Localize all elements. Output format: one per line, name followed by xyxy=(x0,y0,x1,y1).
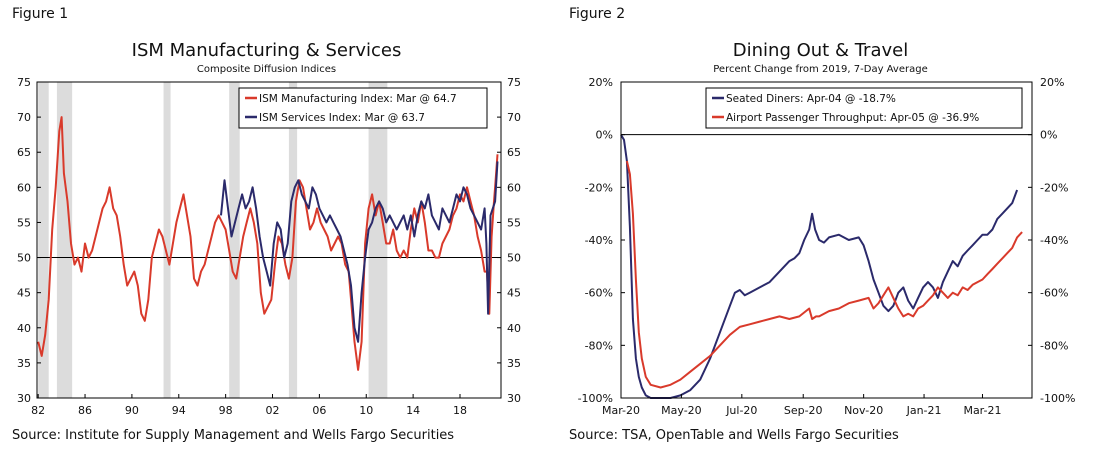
source-note: Source: TSA, OpenTable and Wells Fargo S… xyxy=(569,428,899,443)
source-note: Source: Institute for Supply Management … xyxy=(12,428,455,443)
recession-band xyxy=(56,82,73,398)
x-tick-label: 82 xyxy=(31,404,45,417)
legend-box xyxy=(238,87,488,129)
x-tick-label: Jan-21 xyxy=(906,404,942,417)
y-tick-label-right: 70 xyxy=(507,111,521,124)
x-tick-label: 94 xyxy=(172,404,186,417)
x-tick-label: 98 xyxy=(219,404,233,417)
y-tick-label-left: -60% xyxy=(585,287,613,300)
x-tick-label: 90 xyxy=(125,404,139,417)
series-line-1 xyxy=(625,160,1023,389)
y-tick-label-left: -80% xyxy=(585,339,613,352)
y-tick-label-right: 30 xyxy=(507,392,521,405)
series-line-1 xyxy=(220,161,499,343)
y-tick-label-left: 55 xyxy=(17,216,31,229)
chart-subtitle: Percent Change from 2019, 7-Day Average xyxy=(713,64,928,75)
x-tick-label: 18 xyxy=(453,404,467,417)
y-tick-label-right: 40 xyxy=(507,322,521,335)
chart-subtitle: Composite Diffusion Indices xyxy=(196,64,337,75)
figure-2-panel: Figure 2 Dining Out & Travel Percent Cha… xyxy=(549,0,1098,458)
legend-label: Seated Diners: Apr-04 @ -18.7% xyxy=(726,93,896,105)
y-tick-label-left: 40 xyxy=(17,322,31,335)
x-tick-label: 86 xyxy=(78,404,92,417)
dining-travel-chart: -100% -100% -80% -80% -60% -60% -40% -40% -20% -2… xyxy=(578,76,1076,417)
y-tick-label-right: 50 xyxy=(507,252,521,265)
y-tick-label-right: 20% xyxy=(1040,76,1064,89)
ism-chart: 30 30 35 35 40 40 45 45 50 50 55 55 60 60 65 65 70 70 75 75… xyxy=(17,76,521,417)
y-tick-label-right: -40% xyxy=(1040,234,1068,247)
legend-box xyxy=(705,87,1023,129)
y-tick-label-left: 65 xyxy=(17,146,31,159)
figure-label: Figure 1 xyxy=(12,6,69,22)
y-tick-label-left: 20% xyxy=(589,76,613,89)
x-tick-label: Sep-20 xyxy=(784,404,823,417)
x-tick-label: 10 xyxy=(359,404,373,417)
y-tick-label-right: 55 xyxy=(507,216,521,229)
chart-title: ISM Manufacturing & Services xyxy=(131,40,402,61)
legend: ISM Manufacturing Index: Mar @ 64.7 ISM S… xyxy=(238,87,488,129)
y-tick-label-right: 65 xyxy=(507,146,521,159)
x-tick-label: Mar-20 xyxy=(602,404,640,417)
x-tick-label: 14 xyxy=(406,404,420,417)
y-tick-label-left: 30 xyxy=(17,392,31,405)
y-tick-label-left: 0% xyxy=(596,129,613,142)
y-tick-label-left: 75 xyxy=(17,76,31,89)
y-tick-label-left: 35 xyxy=(17,357,31,370)
y-tick-label-left: 45 xyxy=(17,287,31,300)
y-tick-label-left: -100% xyxy=(578,392,613,405)
x-tick-label: 06 xyxy=(312,404,326,417)
legend-label: Airport Passenger Throughput: Apr-05 @ -… xyxy=(726,112,979,124)
recession-band xyxy=(368,82,388,398)
series-line-0 xyxy=(620,134,1019,399)
chart-title: Dining Out & Travel xyxy=(732,40,909,61)
y-tick-label-right: -100% xyxy=(1040,392,1075,405)
recession-band xyxy=(163,82,171,398)
legend-label: ISM Manufacturing Index: Mar @ 64.7 xyxy=(259,93,457,105)
recession-band xyxy=(229,82,240,398)
x-tick-label: Nov-20 xyxy=(844,404,883,417)
y-tick-label-left: 50 xyxy=(17,252,31,265)
y-tick-label-right: 45 xyxy=(507,287,521,300)
recession-band xyxy=(38,82,49,398)
y-tick-label-right: -60% xyxy=(1040,287,1068,300)
figure-label: Figure 2 xyxy=(569,6,626,22)
y-tick-label-right: 60 xyxy=(507,181,521,194)
legend-label: ISM Services Index: Mar @ 63.7 xyxy=(259,112,425,124)
y-tick-label-left: -40% xyxy=(585,234,613,247)
y-tick-label-left: -20% xyxy=(585,181,613,194)
series-line-0 xyxy=(37,116,499,371)
x-tick-label: Jul-20 xyxy=(725,404,757,417)
y-tick-label-right: 75 xyxy=(507,76,521,89)
plot-frame xyxy=(36,81,502,399)
y-tick-label-right: 0% xyxy=(1040,129,1057,142)
x-tick-label: 02 xyxy=(266,404,280,417)
legend: Seated Diners: Apr-04 @ -18.7% Airport Pa… xyxy=(705,87,1023,129)
y-tick-label-right: 35 xyxy=(507,357,521,370)
y-tick-label-right: -20% xyxy=(1040,181,1068,194)
x-tick-label: Mar-21 xyxy=(963,404,1001,417)
y-tick-label-left: 60 xyxy=(17,181,31,194)
y-tick-label-left: 70 xyxy=(17,111,31,124)
figure-1-panel: Figure 1 ISM Manufacturing & Services Co… xyxy=(12,6,521,443)
x-tick-label: May-20 xyxy=(661,404,702,417)
y-tick-label-right: -80% xyxy=(1040,339,1068,352)
